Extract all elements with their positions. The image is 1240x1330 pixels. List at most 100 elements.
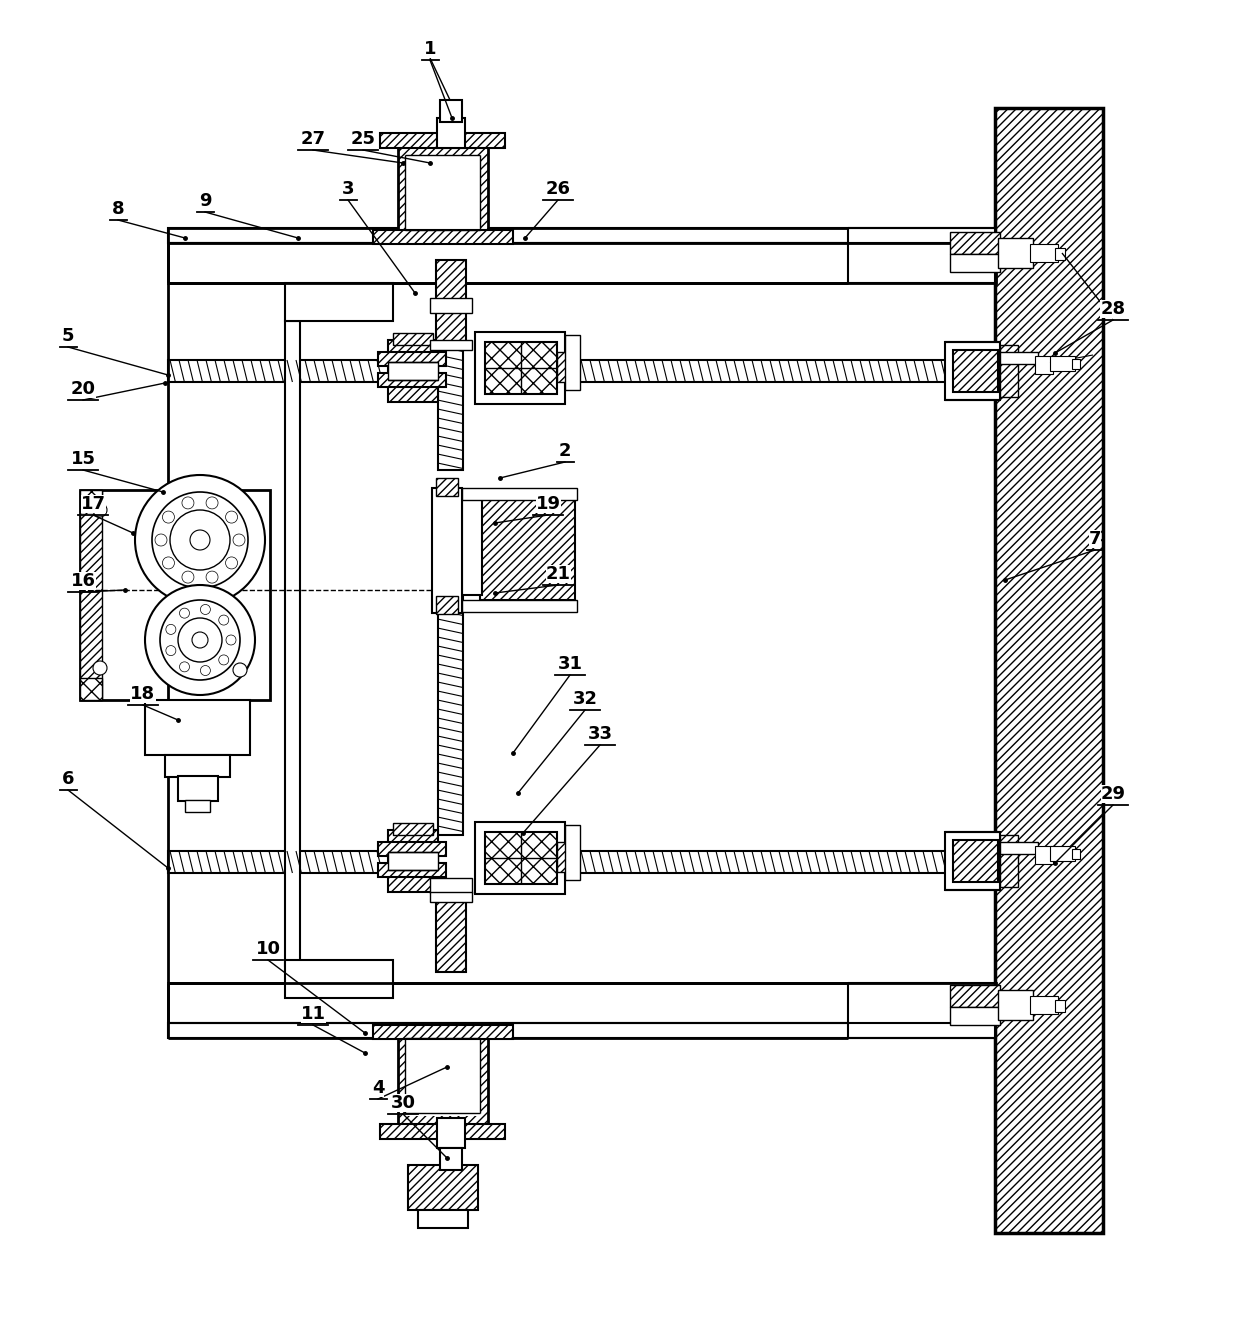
Bar [565, 825, 580, 880]
Circle shape [155, 535, 167, 547]
Bar [179, 775, 218, 801]
Bar [1055, 247, 1065, 259]
Bar [440, 1148, 463, 1170]
Text: 18: 18 [130, 685, 155, 704]
Bar [950, 254, 999, 273]
Circle shape [201, 604, 211, 614]
Circle shape [179, 618, 222, 662]
Bar [999, 835, 1018, 887]
Text: 29: 29 [1101, 785, 1126, 803]
Bar [950, 231, 999, 254]
Bar [378, 863, 446, 876]
Bar [408, 1165, 477, 1210]
Circle shape [153, 492, 248, 588]
Circle shape [192, 632, 208, 648]
Bar [81, 489, 102, 700]
Bar [418, 1210, 467, 1228]
Bar [438, 591, 463, 835]
Bar [1073, 849, 1080, 859]
Circle shape [93, 661, 107, 676]
Bar [999, 352, 1038, 364]
Text: 28: 28 [1100, 301, 1126, 318]
Bar [954, 841, 998, 882]
Circle shape [233, 662, 247, 677]
Circle shape [180, 662, 190, 672]
Bar [285, 960, 393, 998]
Bar [378, 842, 446, 857]
Circle shape [226, 511, 238, 523]
Text: 7: 7 [1089, 529, 1101, 548]
Bar [398, 1037, 489, 1128]
Circle shape [160, 600, 241, 680]
Bar [388, 340, 438, 402]
Bar [393, 332, 433, 344]
Bar [998, 238, 1033, 269]
Circle shape [226, 634, 236, 645]
Bar [440, 100, 463, 122]
Bar [438, 309, 463, 469]
Circle shape [233, 535, 246, 547]
Bar [1055, 1000, 1065, 1012]
Bar [388, 362, 438, 380]
Bar [557, 842, 575, 872]
Bar [436, 596, 458, 614]
Bar [1035, 846, 1053, 864]
Bar [81, 678, 102, 700]
Bar [167, 851, 391, 872]
Bar [145, 700, 250, 755]
Bar [285, 283, 393, 321]
Bar [463, 488, 577, 500]
Bar [393, 823, 433, 835]
Circle shape [135, 475, 265, 605]
Bar [954, 350, 998, 392]
Text: 2: 2 [559, 442, 572, 460]
Bar [285, 321, 300, 966]
Bar [405, 156, 480, 233]
Text: 16: 16 [71, 572, 95, 591]
Bar [388, 853, 438, 870]
Circle shape [206, 497, 218, 509]
Bar [378, 352, 446, 366]
Bar [485, 342, 557, 394]
Bar [430, 892, 472, 902]
Bar [570, 360, 994, 382]
Text: 27: 27 [300, 130, 325, 148]
Bar [557, 352, 575, 382]
Text: 10: 10 [255, 940, 280, 958]
Bar [945, 833, 999, 890]
Bar [480, 489, 575, 600]
Bar [999, 842, 1038, 854]
Bar [999, 344, 1018, 396]
Bar [373, 230, 513, 243]
Bar [430, 298, 472, 313]
Text: 6: 6 [62, 770, 74, 787]
Bar [1073, 359, 1080, 368]
Bar [373, 1025, 513, 1039]
Bar [950, 986, 999, 1007]
Bar [1050, 846, 1075, 861]
Text: 26: 26 [546, 180, 570, 198]
Bar [475, 822, 565, 894]
Bar [405, 1037, 480, 1116]
Bar [950, 1007, 999, 1025]
Bar [379, 1124, 505, 1138]
Bar [185, 801, 210, 813]
Text: 5: 5 [62, 327, 74, 344]
Circle shape [218, 654, 228, 665]
Bar [463, 495, 482, 595]
Bar [570, 851, 994, 872]
Bar [398, 142, 489, 231]
Bar [1030, 996, 1058, 1013]
Text: 11: 11 [300, 1005, 325, 1023]
Text: 31: 31 [558, 654, 583, 673]
Bar [848, 983, 996, 1037]
Bar [388, 830, 438, 892]
Bar [436, 477, 458, 496]
Circle shape [145, 585, 255, 696]
Bar [998, 990, 1033, 1020]
Text: 20: 20 [71, 380, 95, 398]
Text: 15: 15 [71, 450, 95, 468]
Circle shape [206, 571, 218, 583]
Bar [848, 227, 996, 283]
Bar [436, 890, 466, 972]
